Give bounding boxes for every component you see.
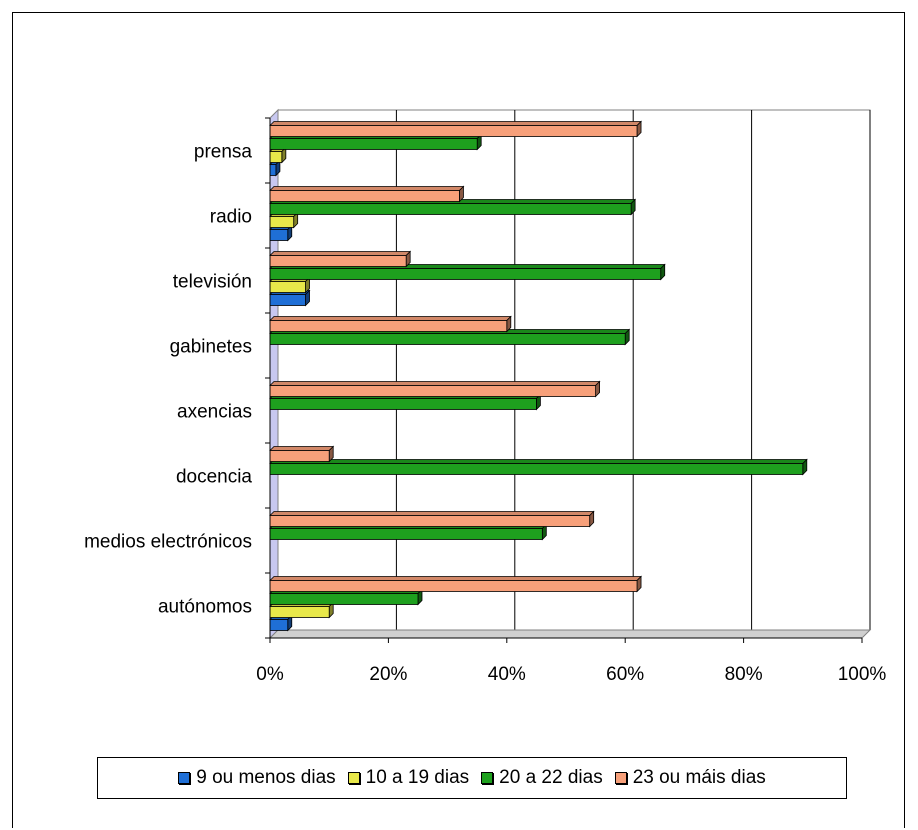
bar-top-face bbox=[269, 251, 412, 256]
x-tick-label: 40% bbox=[488, 664, 526, 685]
x-tick-label: 0% bbox=[256, 664, 284, 685]
bar-top-face bbox=[269, 381, 601, 386]
x-tick-label: 20% bbox=[369, 664, 407, 685]
bar bbox=[269, 268, 662, 280]
bar-top-face bbox=[269, 511, 595, 516]
legend-swatch bbox=[614, 772, 627, 784]
bar-top-face bbox=[269, 459, 808, 464]
plot-floor bbox=[268, 629, 872, 639]
y-tick-label: prensa bbox=[194, 142, 253, 163]
x-tick-label: 80% bbox=[725, 664, 763, 685]
bar bbox=[269, 255, 407, 267]
bar bbox=[269, 164, 277, 176]
bar bbox=[269, 463, 804, 475]
bar bbox=[269, 320, 508, 332]
bar bbox=[269, 580, 638, 592]
legend-label: 20 a 22 dias bbox=[499, 767, 603, 788]
bar-top-face bbox=[269, 121, 643, 126]
legend-label: 23 ou máis dias bbox=[632, 767, 766, 788]
x-tick-label: 60% bbox=[606, 664, 644, 685]
bar bbox=[269, 593, 419, 605]
bar bbox=[269, 385, 597, 397]
bar bbox=[269, 333, 626, 345]
bar bbox=[269, 125, 638, 137]
bar bbox=[269, 528, 543, 540]
bar-top-face bbox=[269, 316, 512, 321]
y-tick-label: radio bbox=[210, 207, 252, 228]
bar-top-face bbox=[269, 446, 335, 451]
chart-frame bbox=[12, 12, 905, 828]
bar-top-face bbox=[269, 576, 643, 581]
bar bbox=[269, 203, 632, 215]
bar bbox=[269, 190, 460, 202]
bar bbox=[269, 281, 306, 293]
y-tick-label: gabinetes bbox=[170, 337, 252, 358]
bar bbox=[269, 216, 295, 228]
y-tick-label: autónomos bbox=[158, 597, 252, 618]
bar bbox=[269, 398, 537, 410]
y-tick-label: axencias bbox=[177, 402, 252, 423]
legend-label: 9 ou menos dias bbox=[196, 767, 336, 788]
bar bbox=[269, 515, 591, 527]
bar bbox=[269, 294, 306, 306]
bar bbox=[269, 619, 289, 631]
legend-swatch bbox=[178, 772, 191, 784]
bar bbox=[269, 606, 330, 618]
y-tick-label: medios electrónicos bbox=[84, 532, 252, 553]
legend-swatch bbox=[347, 772, 360, 784]
legend-item-9-ou-menos-dias: 9 ou menos dias bbox=[178, 767, 336, 789]
y-tick-label: docencia bbox=[176, 467, 252, 488]
bar bbox=[269, 151, 283, 163]
legend-item-20-a-22-dias: 20 a 22 dias bbox=[481, 767, 603, 789]
legend-item-10-a-19-dias: 10 a 19 dias bbox=[347, 767, 470, 789]
bar bbox=[269, 138, 478, 150]
x-tick-label: 100% bbox=[838, 664, 887, 685]
legend-swatch bbox=[481, 772, 494, 784]
bar-top-face bbox=[269, 186, 465, 191]
bar bbox=[269, 450, 330, 462]
bar bbox=[269, 229, 289, 241]
legend: 9 ou menos dias 10 a 19 dias 20 a 22 dia… bbox=[97, 757, 847, 799]
legend-item-23-ou-mais-dias: 23 ou máis dias bbox=[614, 767, 766, 789]
legend-label: 10 a 19 dias bbox=[365, 767, 470, 788]
y-tick-label: televisión bbox=[173, 272, 252, 293]
